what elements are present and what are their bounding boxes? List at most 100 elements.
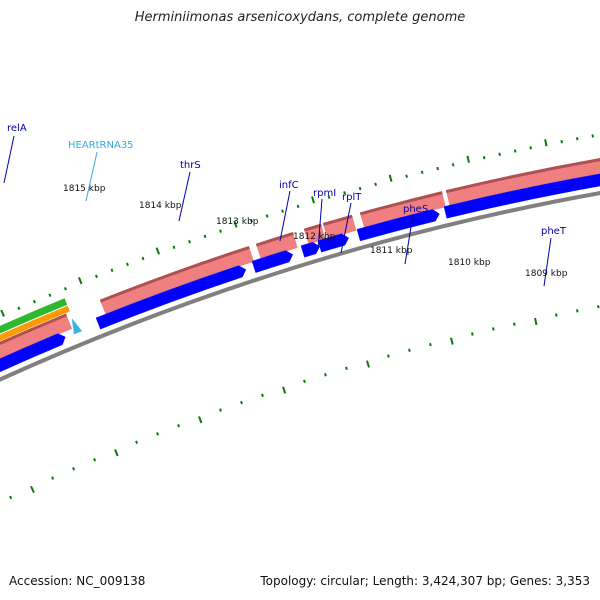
scale-tick	[203, 234, 207, 239]
scale-tick	[374, 182, 377, 187]
feature-label-rpmI[interactable]: rpmI	[313, 188, 336, 199]
gene-band-edge	[255, 232, 294, 247]
scale-tick	[575, 137, 579, 141]
inner-tick	[597, 305, 600, 309]
scale-tick	[544, 139, 548, 147]
gene-band-edge	[99, 245, 250, 303]
scale-tick	[188, 240, 191, 244]
inner-tick	[471, 332, 474, 336]
feature-label-pheS[interactable]: pheS	[403, 204, 428, 215]
inner-tick	[177, 423, 181, 428]
trna-marker[interactable]	[71, 318, 83, 335]
cds-arrow[interactable]	[0, 333, 66, 379]
feature-label-pheT[interactable]: pheT	[541, 226, 567, 237]
scale-tick	[560, 140, 563, 144]
inner-tick	[492, 327, 495, 331]
gene-band[interactable]	[100, 246, 254, 316]
inner-tick	[219, 408, 222, 412]
leader-line-rplT	[340, 202, 352, 254]
scale-tick	[172, 245, 176, 249]
cds-arrow[interactable]	[251, 250, 294, 273]
gene-band-edge	[322, 214, 353, 226]
feature-label-infC[interactable]: infC	[279, 180, 299, 191]
scale-tick	[219, 229, 222, 233]
inner-tick	[576, 309, 579, 313]
inner-ticks-group	[9, 305, 600, 500]
leader-line-infC	[279, 190, 291, 242]
scale-tick	[358, 186, 362, 191]
scale-tick	[498, 152, 501, 156]
scale-tick	[17, 306, 21, 311]
inner-tick	[156, 432, 160, 436]
scale-label-1812: 1812 kbp	[293, 232, 336, 242]
backbone-group	[0, 191, 600, 382]
inner-tick	[93, 457, 97, 462]
leader-line-thrS	[178, 171, 191, 222]
rrna-band-green[interactable]	[0, 298, 68, 343]
gene-band-edge	[0, 313, 67, 345]
leader-line-pheS	[404, 214, 414, 265]
accession-label: Accession: NC_009138	[9, 574, 146, 588]
outer-ticks-group	[0, 134, 594, 317]
feature-label-HEARtRNA35[interactable]: HEARtRNA35	[68, 140, 134, 151]
scale-tick	[0, 309, 5, 317]
inner-tick	[387, 354, 390, 358]
scale-tick	[388, 174, 393, 182]
gene-band[interactable]	[360, 191, 446, 229]
cds-arrow[interactable]	[443, 170, 600, 219]
scale-tick	[77, 277, 83, 285]
scale-tick	[405, 174, 408, 178]
cds-arrow[interactable]	[95, 265, 247, 330]
scale-tick	[233, 220, 238, 228]
feature-label-rplT[interactable]: rplT	[342, 192, 362, 203]
inner-tick	[429, 342, 432, 347]
scale-tick	[110, 268, 114, 273]
cds-arrow[interactable]	[300, 241, 321, 258]
inner-tick	[282, 386, 287, 394]
inner-tick	[261, 393, 264, 398]
inner-tick	[513, 322, 516, 326]
inner-tick	[51, 476, 55, 480]
cds-arrow[interactable]	[317, 233, 349, 253]
scale-tick	[126, 262, 129, 267]
inner-tick	[408, 348, 411, 352]
scale-tick	[482, 156, 486, 160]
scale-tick	[141, 256, 145, 261]
leader-line-pheT	[543, 237, 552, 287]
inner-tick	[240, 400, 243, 405]
features-group	[0, 155, 600, 379]
inner-tick	[198, 416, 203, 424]
scale-tick	[265, 214, 269, 218]
gene-band-edge	[359, 191, 443, 216]
rrna-band-orange[interactable]	[0, 305, 70, 350]
inner-tick	[114, 449, 119, 457]
scale-label-1811: 1811 kbp	[370, 246, 413, 256]
inner-tick	[72, 467, 76, 471]
inner-tick	[30, 485, 35, 494]
scale-tick	[281, 209, 284, 213]
leader-line-rpmI	[317, 198, 323, 250]
scale-tick	[343, 191, 346, 195]
scale-label-1809: 1809 kbp	[525, 269, 568, 279]
gene-band[interactable]	[446, 155, 600, 207]
scale-labels-group: 1815 kbp 1814 kbp 1813 kbp 1812 kbp 1811…	[63, 184, 568, 279]
scale-tick	[436, 166, 439, 171]
scale-tick	[466, 155, 470, 163]
scale-tick	[420, 170, 424, 175]
cds-arrow[interactable]	[356, 209, 440, 242]
scale-tick	[32, 299, 36, 304]
feature-label-relA[interactable]: relA	[7, 123, 27, 134]
scale-tick	[296, 204, 300, 209]
scale-tick	[529, 146, 532, 150]
scale-tick	[327, 195, 331, 199]
scale-tick	[311, 196, 315, 204]
feature-label-thrS[interactable]: thrS	[180, 160, 201, 171]
scale-tick	[63, 286, 67, 291]
map-title: Herminiimonas arsenicoxydans, complete g…	[134, 10, 466, 25]
scale-label-1815: 1815 kbp	[63, 184, 106, 194]
gene-band[interactable]	[256, 232, 298, 260]
scale-label-1810: 1810 kbp	[448, 258, 491, 268]
inner-tick	[555, 313, 558, 317]
gene-band[interactable]	[0, 313, 73, 366]
inner-tick	[534, 317, 538, 326]
